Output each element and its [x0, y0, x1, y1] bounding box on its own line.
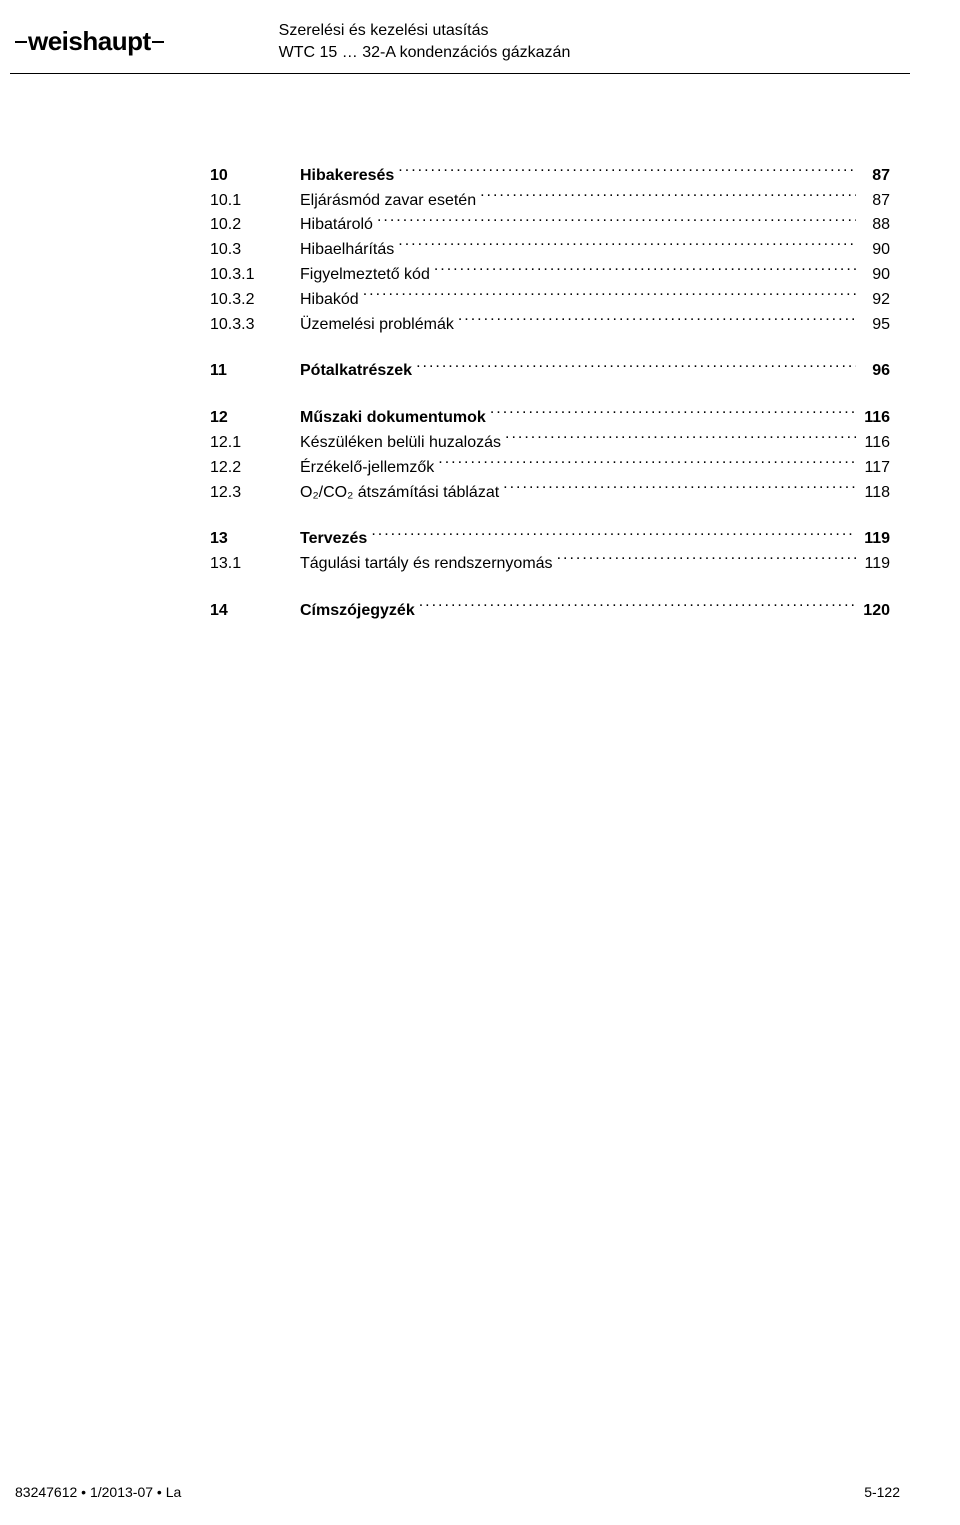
toc-leader-dots: [377, 213, 856, 229]
toc-entry-title: Érzékelő-jellemzők: [300, 456, 434, 481]
toc-row: 10.3.1Figyelmeztető kód 90: [210, 263, 890, 288]
toc-row: 10.3.3Üzemelési problémák 95: [210, 313, 890, 338]
toc-entry-page: 87: [860, 164, 890, 189]
toc-row: 12.3O₂/CO₂ átszámítási táblázat 118: [210, 481, 890, 506]
toc-leader-dots: [458, 313, 856, 329]
header-line-1: Szerelési és kezelési utasítás: [279, 20, 571, 42]
toc-entry-page: 95: [860, 313, 890, 338]
logo-dash-right: [152, 41, 164, 43]
toc-entry-number: 12: [210, 406, 300, 431]
toc-content: 10Hibakeresés8710.1Eljárásmód zavar eset…: [0, 74, 960, 624]
toc-entry-title: Üzemelési problémák: [300, 313, 454, 338]
header-text: Szerelési és kezelési utasítás WTC 15 … …: [194, 20, 571, 65]
toc-leader-dots: [434, 263, 856, 279]
toc-row: 14Címszójegyzék 120: [210, 599, 890, 624]
toc-row: 10.1Eljárásmód zavar esetén 87: [210, 189, 890, 214]
toc-entry-title: Hibaelhárítás: [300, 238, 394, 263]
toc-row: 12.1Készüléken belüli huzalozás 116: [210, 431, 890, 456]
toc-entry-title: Figyelmeztető kód: [300, 263, 430, 288]
toc-row: 12.2Érzékelő-jellemzők 117: [210, 456, 890, 481]
toc-leader-dots: [503, 481, 856, 497]
brand-name: weishaupt: [28, 26, 151, 57]
toc-entry-page: 119: [860, 552, 890, 577]
toc-leader-dots: [363, 288, 856, 304]
toc-entry-number: 10.1: [210, 189, 300, 214]
toc-entry-number: 10.3.1: [210, 263, 300, 288]
toc-row: 13.1Tágulási tartály és rendszernyomás 11…: [210, 552, 890, 577]
toc-entry-number: 12.1: [210, 431, 300, 456]
toc-entry-page: 116: [860, 406, 890, 431]
toc-entry-number: 13.1: [210, 552, 300, 577]
toc-entry-page: 116: [860, 431, 890, 456]
toc-entry-page: 117: [860, 456, 890, 481]
toc-entry-page: 90: [860, 263, 890, 288]
toc-entry-title: Tervezés: [300, 527, 367, 552]
toc-leader-dots: [557, 552, 856, 568]
page-footer: 83247612 • 1/2013-07 • La 5-122: [0, 1484, 960, 1500]
toc-entry-title: Címszójegyzék: [300, 599, 415, 624]
toc-leader-dots: [505, 431, 856, 447]
toc-entry-number: 10.3.2: [210, 288, 300, 313]
toc-entry-title: Műszaki dokumentumok: [300, 406, 486, 431]
footer-doc-id: 83247612 • 1/2013-07 • La: [15, 1484, 574, 1500]
toc-entry-title: O₂/CO₂ átszámítási táblázat: [300, 481, 499, 506]
toc-entry-number: 10.3.3: [210, 313, 300, 338]
toc-leader-dots: [398, 238, 856, 254]
toc-entry-number: 10: [210, 164, 300, 189]
toc-entry-page: 96: [860, 359, 890, 384]
toc-entry-title: Eljárásmód zavar esetén: [300, 189, 476, 214]
toc-entry-title: Hibakód: [300, 288, 359, 313]
toc-row: 10Hibakeresés 87: [210, 164, 890, 189]
toc-leader-dots: [480, 189, 856, 205]
toc-entry-number: 10.2: [210, 213, 300, 238]
toc-entry-page: 88: [860, 213, 890, 238]
toc-group: 14Címszójegyzék 120: [210, 599, 890, 624]
toc-row: 10.3Hibaelhárítás 90: [210, 238, 890, 263]
page-header: weishaupt Szerelési és kezelési utasítás…: [10, 0, 910, 74]
toc-entry-number: 11: [210, 359, 300, 384]
toc-row: 13Tervezés 119: [210, 527, 890, 552]
toc-entry-page: 90: [860, 238, 890, 263]
toc-group: 10Hibakeresés8710.1Eljárásmód zavar eset…: [210, 164, 890, 338]
toc-group: 13Tervezés11913.1Tágulási tartály és ren…: [210, 527, 890, 577]
toc-entry-title: Tágulási tartály és rendszernyomás: [300, 552, 553, 577]
toc-leader-dots: [490, 406, 856, 422]
toc-entry-number: 12.3: [210, 481, 300, 506]
footer-page-number: 5-122: [574, 1484, 900, 1500]
toc-entry-page: 87: [860, 189, 890, 214]
toc-leader-dots: [398, 164, 856, 180]
toc-entry-page: 120: [860, 599, 890, 624]
toc-entry-number: 10.3: [210, 238, 300, 263]
toc-entry-number: 14: [210, 599, 300, 624]
toc-entry-page: 92: [860, 288, 890, 313]
toc-leader-dots: [416, 359, 856, 375]
toc-entry-title: Pótalkatrészek: [300, 359, 412, 384]
toc-group: 11Pótalkatrészek 96: [210, 359, 890, 384]
brand-logo: weishaupt: [10, 20, 194, 57]
logo-dash-left: [15, 41, 27, 43]
toc-entry-title: Hibatároló: [300, 213, 373, 238]
toc-leader-dots: [419, 599, 856, 615]
toc-entry-number: 13: [210, 527, 300, 552]
toc-row: 12Műszaki dokumentumok 116: [210, 406, 890, 431]
toc-row: 10.2Hibatároló 88: [210, 213, 890, 238]
toc-entry-title: Készüléken belüli huzalozás: [300, 431, 501, 456]
toc-row: 10.3.2Hibakód 92: [210, 288, 890, 313]
toc-entry-number: 12.2: [210, 456, 300, 481]
toc-leader-dots: [438, 456, 856, 472]
toc-group: 12Műszaki dokumentumok11612.1Készüléken …: [210, 406, 890, 505]
toc-entry-title: Hibakeresés: [300, 164, 394, 189]
toc-row: 11Pótalkatrészek 96: [210, 359, 890, 384]
toc-leader-dots: [371, 527, 856, 543]
header-line-2: WTC 15 … 32-A kondenzációs gázkazán: [279, 42, 571, 64]
toc-entry-page: 119: [860, 527, 890, 552]
toc-entry-page: 118: [860, 481, 890, 506]
